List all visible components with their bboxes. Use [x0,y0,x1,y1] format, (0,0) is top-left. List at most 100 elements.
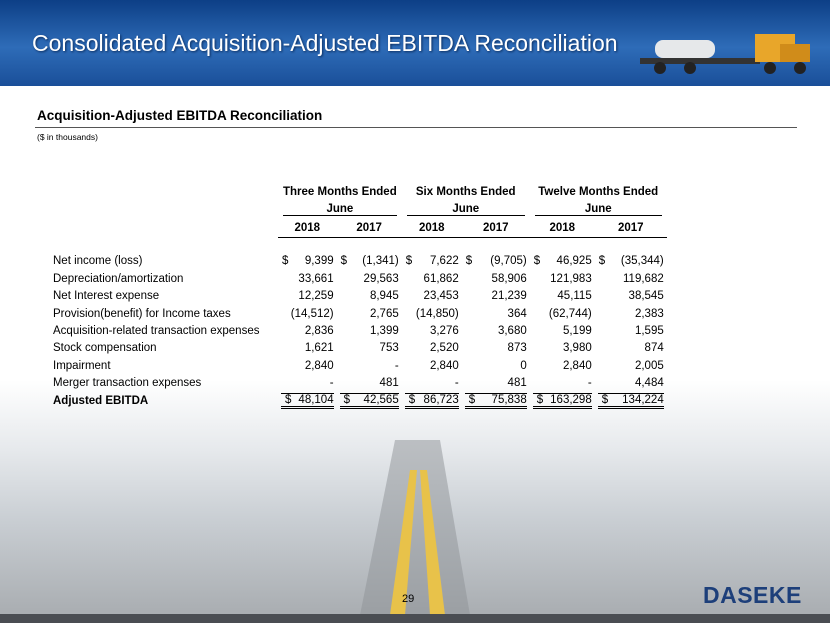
value-cell: $ (1,341) [337,253,402,270]
group-cell: Twelve Months Ended [530,183,667,200]
value: 119,682 [623,272,664,285]
value-cell: 4,484 [595,375,667,392]
year-header: 2017 [336,217,402,239]
value: 29,563 [363,272,399,285]
value: (14,850) [415,307,459,320]
value: 75,838 [491,393,527,406]
value-cell: 2,840 [278,357,337,374]
value: 874 [644,342,664,355]
value: 1,595 [634,325,664,338]
year-header: 2017 [461,217,530,239]
group-month-row: June June June [50,200,667,217]
data-row: Net income (loss) $9,399 $ (1,341) $7,622 $ (9… [50,253,667,270]
value: 873 [507,342,527,355]
value-cell: 2,840 [530,357,595,374]
value-cell: $75,838 [462,392,530,409]
value-cell: 58,906 [462,270,530,287]
currency: $ [285,393,292,406]
row-label: Adjusted EBITDA [53,394,149,407]
value-cell: 5,199 [530,322,595,339]
blank [50,183,278,200]
value-cell: - [337,357,402,374]
currency: $ [598,255,606,268]
value: 38,545 [628,290,664,303]
total-underline: $42,565 [339,392,399,409]
blank [50,238,278,253]
value: 3,980 [562,342,592,355]
data-row: Impairment 2,840 - 2,840 0 2,840 2,005 [50,357,667,374]
value: 2,840 [304,359,334,372]
value: - [394,359,399,372]
value-cell: (14,512) [278,305,337,322]
value-cell: 0 [462,357,530,374]
blank [50,200,278,217]
row-label: Net income (loss) [53,255,143,268]
row-label: Impairment [53,359,111,372]
currency: $ [343,393,351,406]
value-cell: 33,661 [278,270,337,287]
value-cell: $ (9,705) [462,253,530,270]
currency: $ [465,255,473,268]
reconciliation-table: Three Months Ended Six Months Ended Twelve… [50,183,667,409]
value-cell: 38,545 [595,288,667,305]
data-row: Depreciation/amortization 33,661 29,563 61,… [50,270,667,287]
value: 45,115 [557,290,592,303]
row-label: Merger transaction expenses [53,377,202,390]
data-row: Merger transaction expenses - 481 - 481 - 4,48… [50,375,667,392]
group-cell: Three Months Ended [278,183,402,200]
value: (9,705) [490,255,527,268]
value: 134,224 [622,393,664,406]
value: 163,298 [550,393,592,406]
value-cell: 3,980 [530,340,595,357]
value-cell: - [402,375,462,392]
value-cell: 121,983 [530,270,595,287]
section-rule [35,127,797,128]
value: - [329,377,334,390]
data-row: Adjusted EBITDA $48,104 $42,565 $86,723 $75,… [50,392,667,409]
value-cell: 3,276 [402,322,462,339]
group-header-row: Three Months Ended Six Months Ended Twelve… [50,183,667,200]
value-cell: 3,680 [462,322,530,339]
value-cell: (62,744) [530,305,595,322]
value-cell: 119,682 [595,270,667,287]
blank [50,218,278,238]
group-cell: June [402,200,530,217]
value-cell: 2,836 [278,322,337,339]
value: 61,862 [423,272,459,285]
value: 4,484 [634,377,664,390]
value: 3,276 [429,325,459,338]
value: 2,765 [369,307,399,320]
value: - [454,377,459,390]
value-cell: $48,104 [278,392,337,409]
group-cell: June [278,200,402,217]
value: 21,239 [491,290,527,303]
currency: $ [408,393,416,406]
data-row: Provision(benefit) for Income taxes (14,5… [50,305,667,322]
value-cell: - [530,375,595,392]
year-header: 2018 [529,217,595,239]
value-cell: 23,453 [402,288,462,305]
value: 753 [379,342,399,355]
currency: $ [533,255,541,268]
value-cell: 12,259 [278,288,337,305]
value: 2,840 [562,359,592,372]
value-cell: (14,850) [402,305,462,322]
value: 2,520 [429,342,459,355]
group-title: Six Months Ended [415,185,516,198]
value: 481 [507,377,527,390]
value: 2,383 [634,307,664,320]
value-cell: 1,399 [337,322,402,339]
value-cell: 1,621 [278,340,337,357]
value: 8,945 [369,290,399,303]
value: 1,621 [304,342,334,355]
value-cell: 8,945 [337,288,402,305]
group-cell: June [530,200,667,217]
units-note: ($ in thousands) [37,132,98,142]
value-cell: 481 [462,375,530,392]
group-title: Three Months Ended [283,185,397,198]
value-cell: $42,565 [337,392,402,409]
total-underline: $163,298 [532,392,592,409]
value-cell: - [278,375,337,392]
value: 5,199 [562,325,592,338]
